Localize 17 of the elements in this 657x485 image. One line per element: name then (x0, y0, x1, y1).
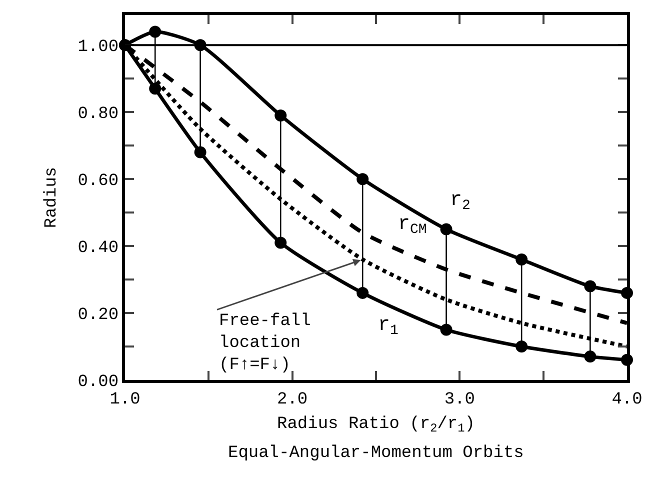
y-tick-label: 0.40 (78, 239, 119, 258)
x-tick-label: 1.0 (110, 390, 140, 410)
y-tick-label: 0.60 (78, 172, 119, 192)
series-label: r$_{CM}$ (398, 213, 427, 238)
y-tick-label: 0.80 (78, 105, 119, 124)
y-tick-label: 0.00 (78, 372, 119, 392)
x-tick-label: 2.0 (277, 390, 308, 410)
text: Equal-Angular-Momentum Orbits (228, 444, 524, 463)
series-label: r$_{1}$ (378, 314, 398, 340)
x-tick-label: 4.0 (612, 390, 642, 410)
x-tick-label: 3.0 (444, 390, 475, 410)
y-tick-label: 1.00 (78, 38, 119, 58)
x-axis-title: Radius Ratio (r$_{2}$/r$_{1}$) (277, 414, 475, 436)
y-tick-label: 0.20 (78, 306, 119, 325)
annotation: Free-fall location (F↑=F↓) (219, 312, 311, 376)
series-label: r$_{2}$ (450, 189, 470, 214)
y-axis-title: Radius (42, 166, 62, 228)
